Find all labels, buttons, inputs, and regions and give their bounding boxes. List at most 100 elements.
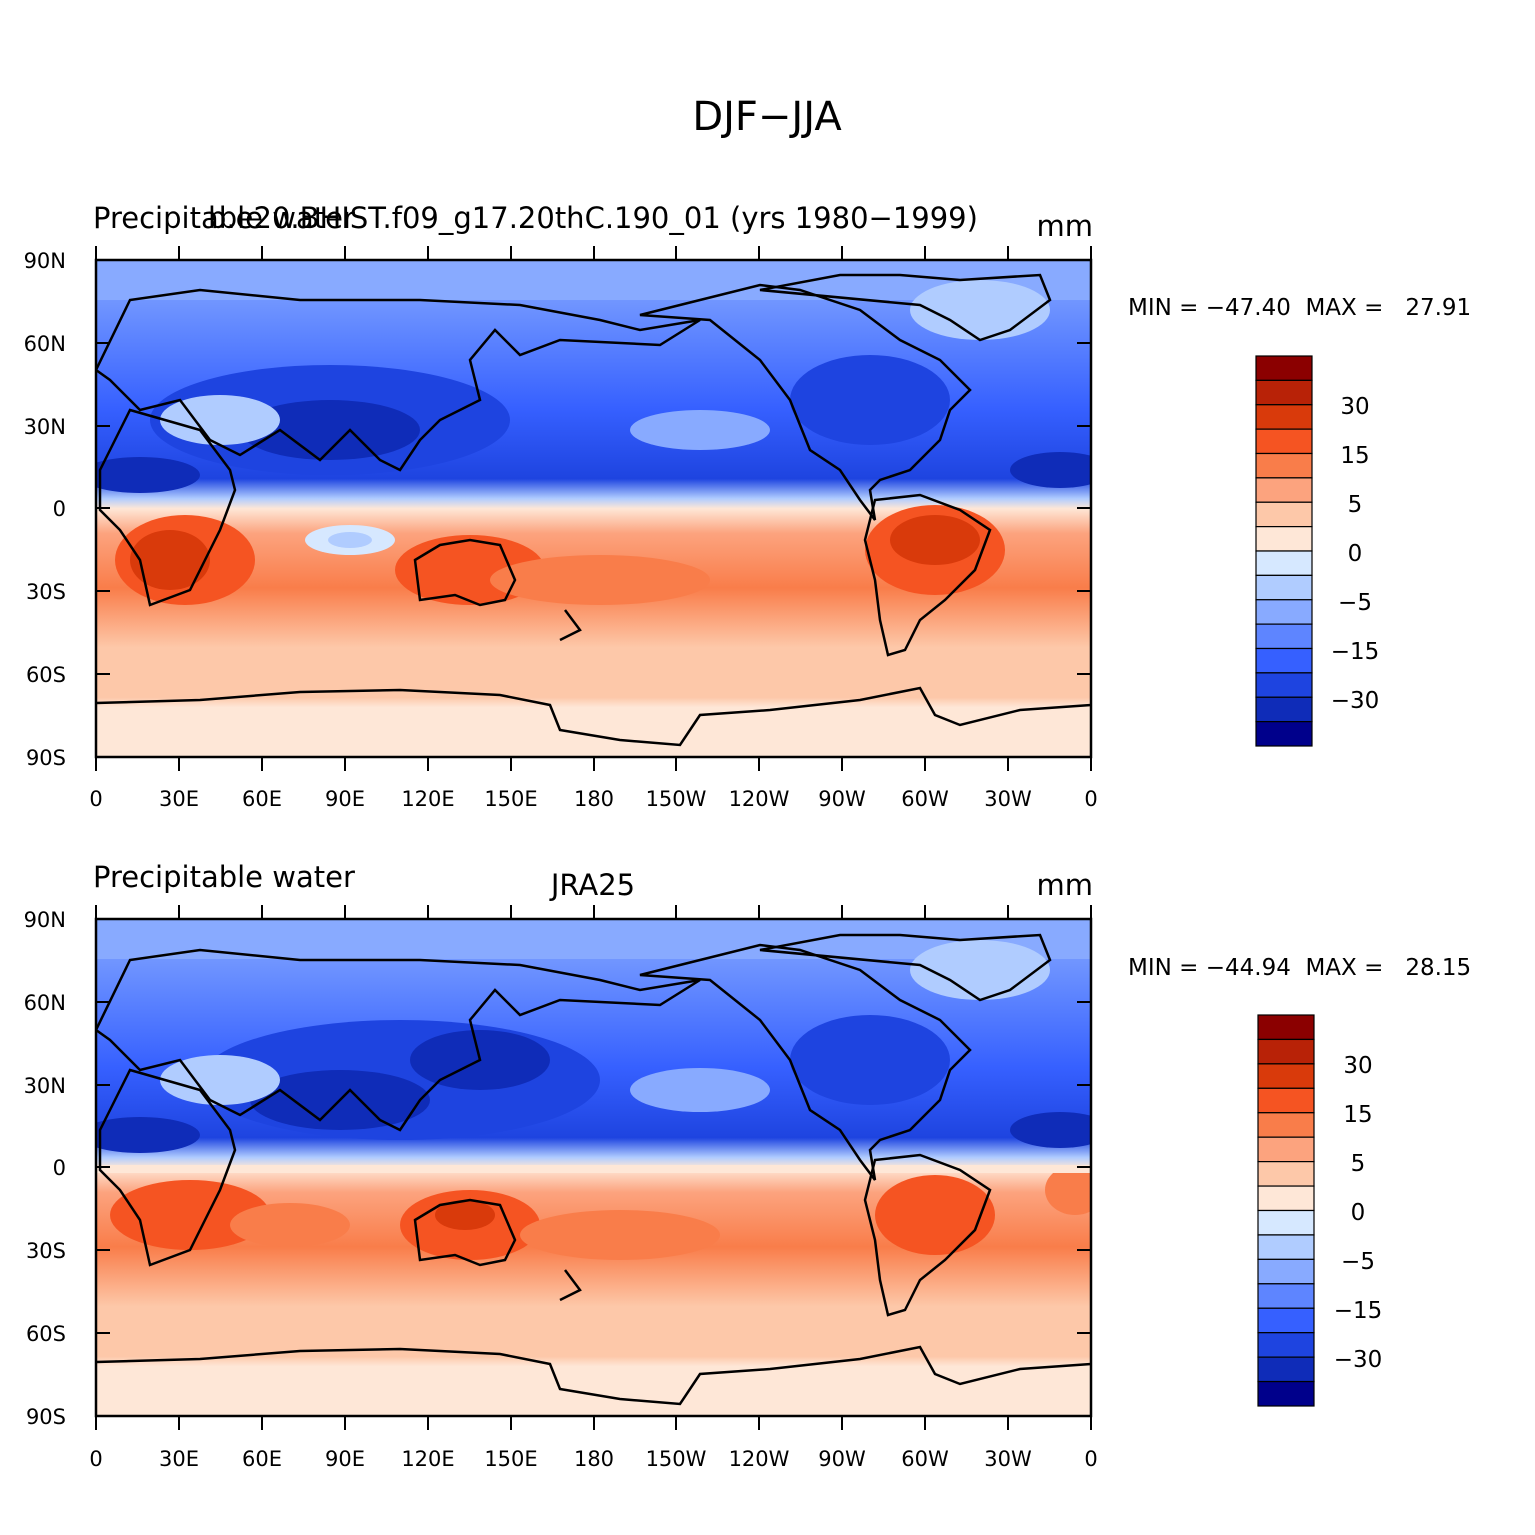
panel-2-lon-label: 60E	[242, 1447, 282, 1471]
panel-2-lat-label: 90N	[24, 908, 66, 932]
colorbar-label: 0	[1348, 541, 1363, 567]
panel-1-lat-label: 30S	[26, 580, 66, 604]
panel-1-center-title: b.e20.BHIST.f09_g17.20thC.190_01 (yrs 19…	[208, 201, 978, 235]
colorbar-swatch	[1255, 452, 1313, 479]
colorbar-swatch	[1257, 1136, 1315, 1163]
colorbar-swatch	[1257, 1234, 1315, 1260]
panel-2-lon-label: 150E	[484, 1447, 537, 1471]
colorbar-swatch	[1257, 1307, 1315, 1334]
panel-2-lon-label: 90E	[325, 1447, 365, 1471]
panel-2-lon-label: 30W	[984, 1447, 1032, 1471]
panel-1-min-max: MIN = −47.40 MAX = 27.91	[1128, 295, 1471, 321]
colorbar-label: −30	[1331, 688, 1380, 714]
colorbar-label: −15	[1331, 639, 1380, 665]
colorbar-label: 0	[1351, 1200, 1366, 1226]
colorbar-swatch	[1255, 355, 1313, 381]
colorbar-swatch	[1257, 1087, 1315, 1114]
panel-2-lat-label: 30S	[26, 1239, 66, 1263]
panel-2-colorbar-labels: 30 15 5 0 −5 −15 −30	[1334, 1053, 1383, 1373]
panel-1-lon-label: 150E	[484, 787, 537, 811]
panel-1-colorbar	[1255, 355, 1313, 747]
panel-2-lat-labels: 90N 60N 30N 0 30S 60S 90S	[24, 908, 66, 1429]
colorbar-swatch	[1257, 1209, 1315, 1236]
panel-2-coastlines	[96, 933, 1091, 1406]
colorbar-swatch	[1257, 1185, 1315, 1212]
colorbar-swatch	[1255, 428, 1313, 455]
panel-2-lon-label: 0	[1084, 1447, 1097, 1471]
colorbar-label: −15	[1334, 1298, 1383, 1324]
panel-1-lon-ticks	[95, 246, 1092, 771]
colorbar-swatch	[1255, 379, 1313, 406]
colorbar-swatch	[1257, 1380, 1315, 1407]
panel-2-lat-label: 0	[53, 1156, 66, 1180]
colorbar-swatch	[1255, 623, 1313, 650]
panel-1-lat-ticks	[96, 259, 1091, 758]
colorbar-swatch	[1255, 696, 1313, 723]
panel-2-lon-label: 30E	[159, 1447, 199, 1471]
figure-title: DJF−JJA	[692, 94, 842, 140]
colorbar-swatch	[1257, 1258, 1315, 1285]
map-panel-1: Precipitable water b.e20.BHIST.f09_g17.2…	[24, 201, 1472, 811]
colorbar-swatch	[1255, 526, 1313, 552]
colorbar-label: 15	[1340, 443, 1369, 469]
colorbar-label: 15	[1343, 1102, 1372, 1128]
panel-1-coastlines	[96, 273, 1091, 747]
panel-2-lon-label: 120W	[729, 1447, 790, 1471]
panel-1-lon-label: 120W	[729, 787, 790, 811]
panel-2-lon-ticks	[95, 905, 1092, 1430]
panel-1-lon-label: 30E	[159, 787, 199, 811]
colorbar-swatch	[1255, 647, 1313, 674]
panel-1-lon-label: 30W	[984, 787, 1032, 811]
panel-1-lat-label: 60S	[26, 663, 66, 687]
colorbar-swatch	[1255, 599, 1313, 625]
colorbar-swatch	[1255, 672, 1313, 698]
colorbar-label: −5	[1338, 590, 1372, 616]
panel-1-lon-label: 90W	[818, 787, 866, 811]
colorbar-swatch	[1257, 1063, 1315, 1089]
panel-1-lat-label: 30N	[24, 415, 66, 439]
colorbar-swatch	[1257, 1014, 1315, 1041]
panel-1-lon-label: 0	[1084, 787, 1097, 811]
panel-2-lon-label: 150W	[646, 1447, 707, 1471]
panel-1-lat-label: 60N	[24, 332, 66, 356]
panel-2-left-title: Precipitable water	[93, 860, 355, 894]
panel-1-field	[96, 260, 1091, 757]
panel-1-lon-label: 180	[574, 787, 614, 811]
panel-1-lat-label: 90S	[26, 746, 66, 770]
colorbar-swatch	[1255, 477, 1313, 503]
panel-2-lat-label: 30N	[24, 1074, 66, 1098]
panel-2-lat-ticks	[96, 918, 1091, 1417]
panel-2-lon-label: 120E	[401, 1447, 454, 1471]
colorbar-swatch	[1255, 404, 1313, 430]
colorbar-swatch	[1255, 574, 1313, 601]
panel-2-lat-label: 90S	[26, 1405, 66, 1429]
panel-1-lon-label: 60W	[901, 787, 949, 811]
colorbar-swatch	[1257, 1283, 1315, 1309]
colorbar-label: 30	[1343, 1053, 1372, 1079]
panel-1-lon-label: 150W	[646, 787, 707, 811]
panel-2-colorbar	[1257, 1014, 1315, 1407]
panel-2-center-title: JRA25	[549, 868, 635, 902]
panel-1-units: mm	[1037, 209, 1094, 243]
colorbar-swatch	[1257, 1332, 1315, 1358]
panel-2-min-max: MIN = −44.94 MAX = 28.15	[1128, 955, 1471, 981]
colorbar-label: 30	[1340, 394, 1369, 420]
panel-2-lon-label: 60W	[901, 1447, 949, 1471]
panel-2-lat-label: 60S	[26, 1322, 66, 1346]
panel-1-lon-label: 60E	[242, 787, 282, 811]
panel-2-lat-label: 60N	[24, 991, 66, 1015]
panel-1-colorbar-labels: 30 15 5 0 −5 −15 −30	[1331, 394, 1380, 714]
colorbar-label: −5	[1341, 1249, 1375, 1275]
panel-1-lon-label: 90E	[325, 787, 365, 811]
panel-2-units: mm	[1037, 868, 1094, 902]
map-panel-2: Precipitable water JRA25 mm	[24, 860, 1472, 1471]
panel-2-lon-labels: 0 30E 60E 90E 120E 150E 180 150W 120W 90…	[89, 1447, 1097, 1471]
panel-1-left-title: Precipitable water	[93, 201, 355, 235]
colorbar-swatch	[1255, 721, 1313, 747]
panel-1-lat-label: 0	[53, 497, 66, 521]
panel-2-lon-label: 180	[574, 1447, 614, 1471]
panel-1-lon-label: 120E	[401, 787, 454, 811]
panel-2-lon-label: 90W	[818, 1447, 866, 1471]
panel-1-lat-labels: 90N 60N 30N 0 30S 60S 90S	[24, 249, 66, 770]
panel-1-lon-labels: 0 30E 60E 90E 120E 150E 180 150W 120W 90…	[89, 787, 1097, 811]
